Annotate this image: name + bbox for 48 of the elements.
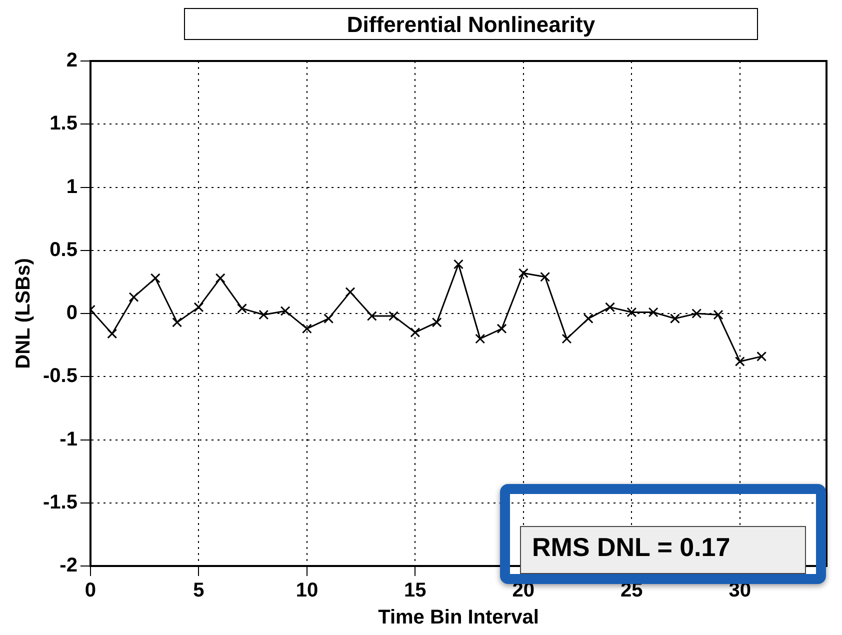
point (670, 314, 680, 324)
point (258, 310, 269, 320)
point (345, 287, 356, 298)
y-tick-label: -1 (60, 428, 78, 450)
point (734, 356, 745, 366)
y-tick-label: 2 (66, 50, 78, 72)
chart-title: Differential Nonlinearity (184, 8, 758, 40)
point (302, 324, 312, 334)
point (756, 351, 767, 362)
y-axis-title: DNL (LSBs) (12, 258, 35, 369)
point (583, 314, 594, 324)
y-tick-label: -0.5 (42, 365, 78, 388)
x-tick-label: 10 (296, 580, 318, 602)
point (432, 317, 442, 328)
point (366, 311, 377, 322)
y-tick-label: -2 (60, 554, 78, 577)
y-tick-label: -1.5 (42, 491, 78, 514)
point (194, 302, 204, 312)
point (518, 268, 528, 278)
x-axis-title: Time Bin Interval (378, 606, 539, 629)
point (410, 327, 420, 338)
x-tick-label: 0 (84, 580, 96, 602)
y-tick-label: 1.5 (50, 112, 78, 135)
point (107, 328, 118, 339)
point (475, 334, 486, 344)
point (128, 292, 139, 302)
point (324, 314, 334, 324)
x-tick-label: 5 (193, 580, 204, 602)
point (172, 317, 182, 328)
point (562, 334, 572, 344)
point (626, 307, 637, 318)
y-tick-label: 1 (66, 176, 78, 198)
y-tick-label: 0 (66, 302, 78, 324)
point (237, 303, 247, 314)
point (150, 273, 160, 284)
y-tick-label: 0.5 (50, 238, 78, 261)
point (713, 310, 724, 320)
annotation: RMS DNL = 0.17 (520, 526, 806, 574)
point (692, 308, 702, 318)
x-tick-label: 15 (404, 580, 426, 602)
point (540, 272, 550, 282)
point (215, 273, 226, 284)
point (648, 307, 658, 318)
point (280, 306, 290, 316)
point (496, 324, 507, 334)
point (453, 259, 464, 270)
point (388, 311, 399, 322)
point (605, 302, 616, 312)
